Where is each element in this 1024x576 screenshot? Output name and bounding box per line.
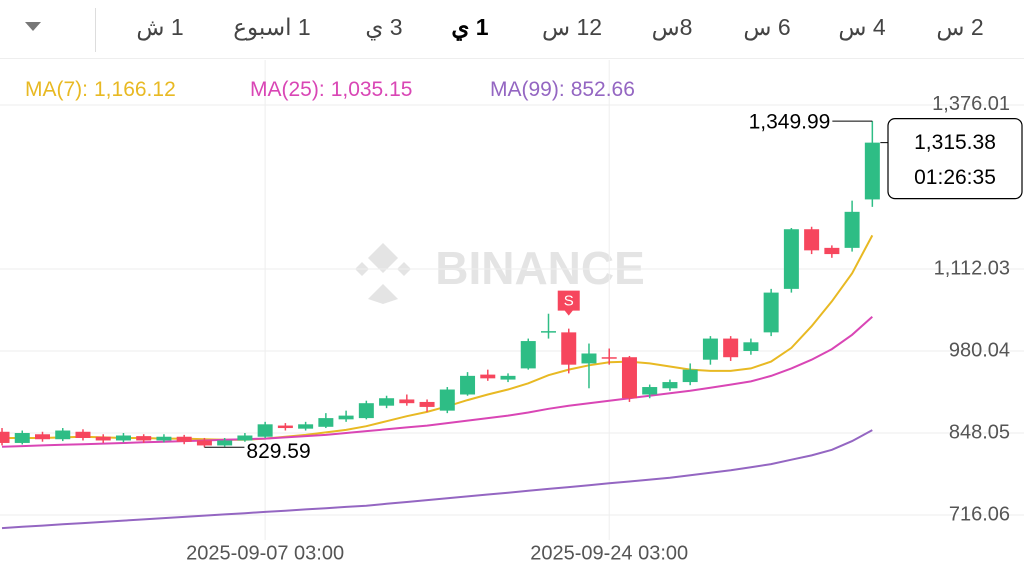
candle-body: [35, 434, 50, 440]
y-tick-label: 1,376.01: [932, 93, 1010, 115]
watermark: BINANCE: [435, 242, 645, 294]
candle-body: [217, 440, 233, 446]
candle-body: [0, 431, 10, 443]
last-price: 1,315.38: [914, 131, 996, 154]
candle-body: [601, 357, 617, 359]
ma-line: [1, 315, 873, 448]
candle-body: [662, 382, 678, 389]
candle-body: [176, 436, 192, 442]
candle-body: [682, 369, 698, 383]
timeframe-tab[interactable]: 6 س: [743, 14, 791, 40]
legend-entry: MA(25): 1,035.15: [250, 78, 412, 102]
candle-body: [763, 292, 779, 333]
candle-body: [338, 415, 354, 420]
y-tick-label: 980.04: [949, 339, 1010, 361]
candle-body: [804, 229, 820, 251]
timeframe-tab[interactable]: 8س: [651, 14, 693, 40]
candle-body: [136, 436, 152, 441]
min-label: 829.59: [246, 440, 310, 463]
candle-body: [379, 398, 395, 406]
x-tick-label: 2025-09-24 03:00: [530, 542, 688, 564]
candle-body: [702, 338, 718, 360]
candle-body: [196, 440, 212, 446]
candle-body: [642, 387, 658, 395]
candle-body: [318, 418, 334, 427]
x-tick-label: 2025-09-07 03:00: [186, 542, 344, 564]
candle-body: [14, 433, 30, 443]
timeframe-tab[interactable]: 2 س: [936, 14, 984, 40]
candle-body: [783, 229, 799, 289]
candle-body: [520, 341, 536, 369]
candle-body: [75, 431, 91, 438]
candle-body: [541, 331, 556, 333]
countdown: 01:26:35: [914, 166, 996, 189]
candle-body: [358, 403, 374, 419]
candle-body: [257, 424, 273, 437]
candle-body: [500, 375, 516, 380]
signal-label: S: [564, 293, 574, 310]
signal-marker: [557, 290, 580, 316]
candle-body: [743, 342, 759, 352]
candle-body: [460, 375, 476, 395]
timeframe-tab[interactable]: 1 اسبوع: [233, 14, 311, 40]
timeframe-tab[interactable]: 1 ي: [451, 14, 489, 40]
max-label: 1,349.99: [749, 111, 831, 134]
candle-body: [95, 436, 111, 441]
candle-body: [581, 353, 597, 364]
timeframe-tab[interactable]: 4 س: [838, 14, 886, 40]
candle-body: [237, 435, 253, 441]
candle-body: [115, 435, 131, 441]
divider: [95, 8, 96, 52]
legend-name: MA(25):: [250, 78, 325, 101]
timeframe-tab[interactable]: 12 س: [541, 14, 603, 40]
y-tick-label: 1,112.03: [934, 257, 1010, 279]
dropdown-arrow[interactable]: [25, 22, 41, 31]
candle-body: [156, 436, 172, 441]
candle-body: [55, 430, 71, 440]
legend-value: 852.66: [570, 78, 635, 101]
y-tick-label: 716.06: [949, 503, 1010, 525]
legend-entry: MA(99): 852.66: [490, 78, 635, 102]
candle-body: [824, 247, 840, 255]
watermark-logo: [355, 243, 411, 304]
legend-value: 1,166.12: [94, 78, 176, 101]
timeframe-tab[interactable]: 3 ي: [365, 14, 403, 40]
legend-entry: MA(7): 1,166.12: [25, 78, 176, 102]
candle-body: [399, 399, 415, 404]
candle-body: [844, 211, 860, 248]
candle-body: [298, 424, 314, 429]
legend-name: MA(7):: [25, 78, 88, 101]
y-tick-label: 848.05: [949, 421, 1010, 443]
candle-body: [480, 374, 496, 379]
price-box: [887, 118, 1023, 200]
candle-body: [419, 401, 435, 407]
legend-value: 1,035.15: [330, 78, 413, 101]
divider: [0, 58, 1024, 59]
timeframe-tab[interactable]: 1 ش: [136, 14, 184, 40]
candle-body: [621, 357, 637, 399]
candle-body: [277, 425, 293, 429]
candle-body: [561, 332, 577, 365]
ma-line: [1, 429, 873, 530]
legend-name: MA(99):: [490, 78, 565, 101]
candle-body: [723, 338, 739, 358]
candle-body: [439, 389, 455, 411]
candle-body: [864, 142, 880, 200]
